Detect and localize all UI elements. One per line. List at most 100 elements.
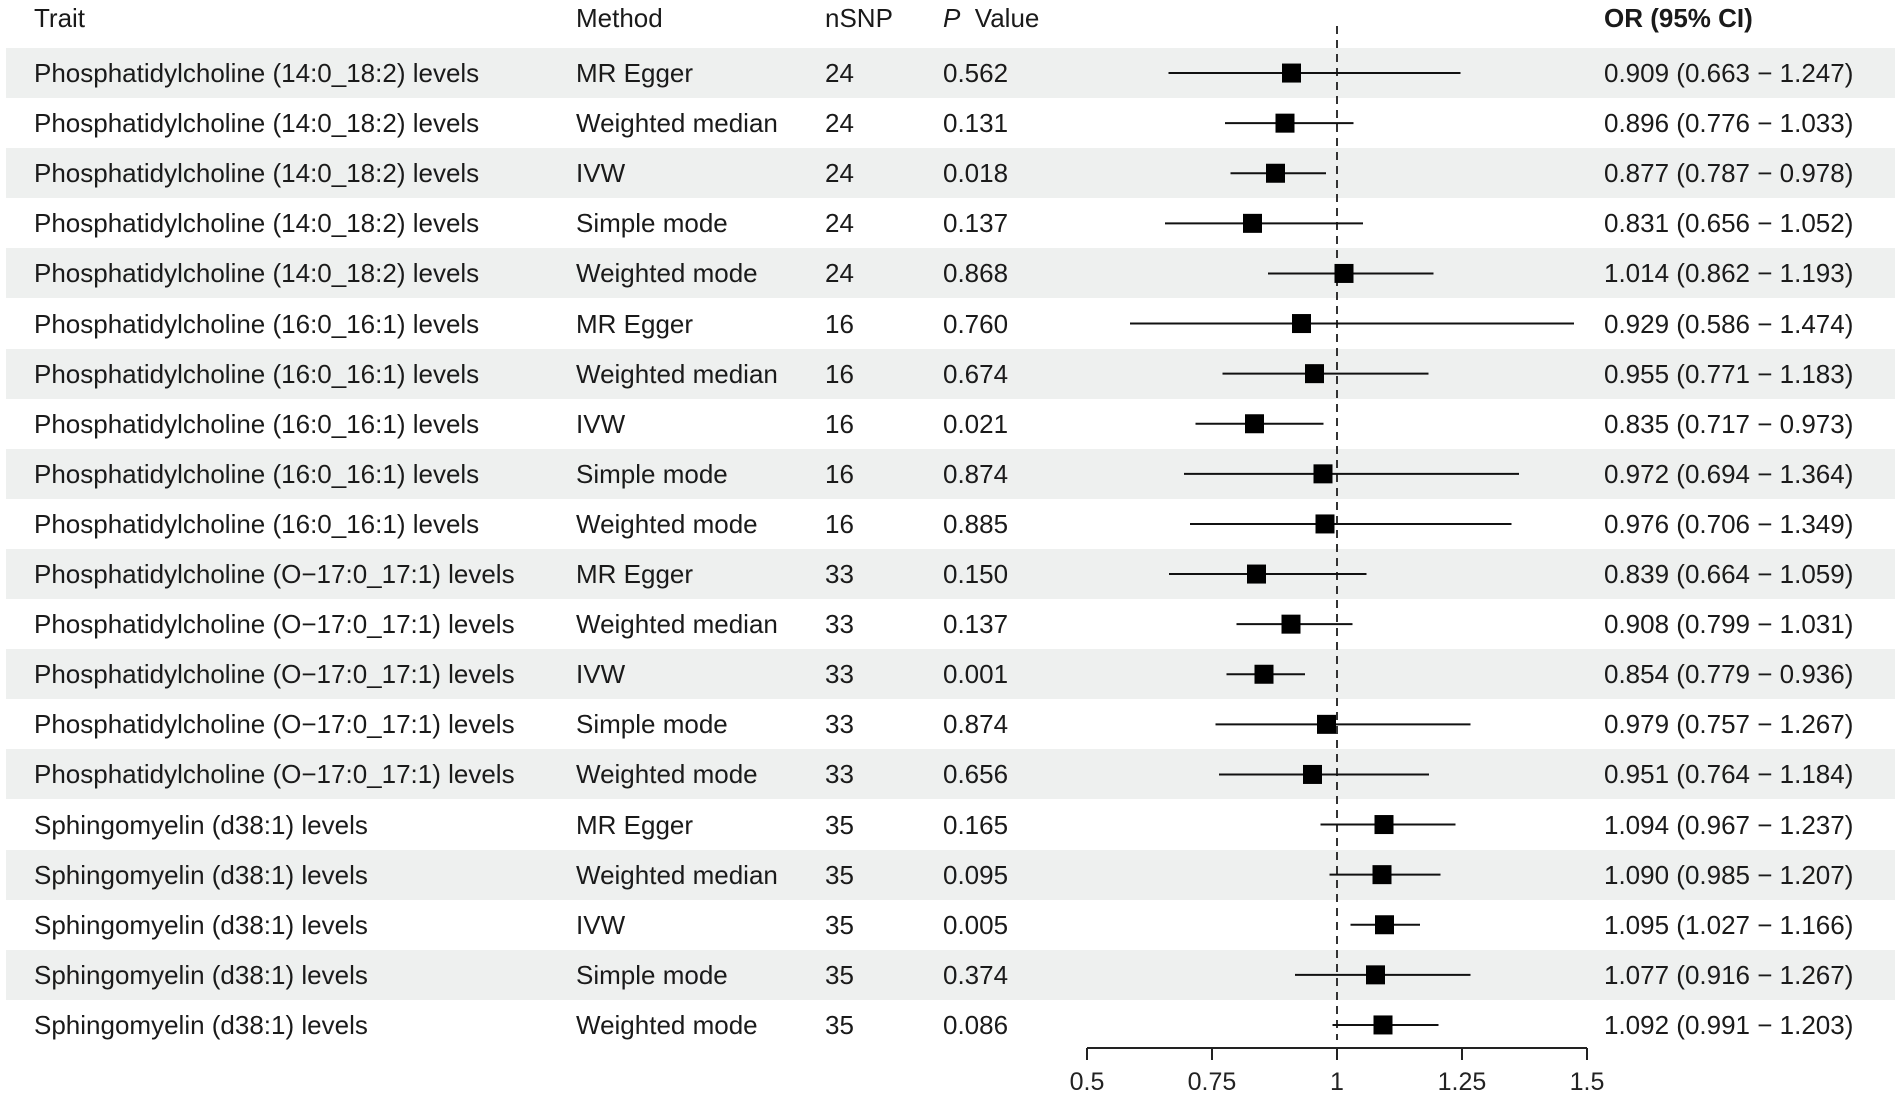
- method-cell: Simple mode: [576, 458, 728, 489]
- table-row: Phosphatidylcholine (O−17:0_17:1) levels…: [6, 599, 1895, 649]
- trait-cell: Phosphatidylcholine (16:0_16:1) levels: [34, 458, 480, 489]
- trait-cell: Phosphatidylcholine (16:0_16:1) levels: [34, 408, 480, 439]
- or-ci-cell: 1.094 (0.967 − 1.237): [1604, 809, 1854, 840]
- nsnp-cell: 24: [825, 208, 854, 239]
- trait-cell: Sphingomyelin (d38:1) levels: [34, 859, 368, 890]
- trait-cell: Sphingomyelin (d38:1) levels: [34, 959, 368, 990]
- p-value-cell: 0.374: [943, 959, 1009, 990]
- or-ci-cell: 0.979 (0.757 − 1.267): [1604, 709, 1854, 740]
- or-ci-cell: 0.877 (0.787 − 0.978): [1604, 158, 1854, 189]
- table-row: Sphingomyelin (d38:1) levels MR Egger 35 0.…: [6, 800, 1895, 850]
- or-ci-cell: 0.854 (0.779 − 0.936): [1604, 659, 1854, 690]
- or-ci-cell: 0.929 (0.586 − 1.474): [1604, 308, 1854, 339]
- nsnp-cell: 33: [825, 609, 854, 640]
- table-row: Phosphatidylcholine (16:0_16:1) levels IV…: [6, 399, 1895, 449]
- p-value-cell: 0.885: [943, 508, 1009, 539]
- or-ci-cell: 0.951 (0.764 − 1.184): [1604, 759, 1854, 790]
- trait-cell: Sphingomyelin (d38:1) levels: [34, 1009, 368, 1040]
- or-ci-cell: 1.092 (0.991 − 1.203): [1604, 1009, 1854, 1040]
- method-cell: Weighted median: [576, 108, 778, 139]
- table-row: Phosphatidylcholine (O−17:0_17:1) levels…: [6, 549, 1895, 599]
- table-row: Sphingomyelin (d38:1) levels Weighted med…: [6, 849, 1895, 900]
- nsnp-cell: 24: [825, 58, 854, 88]
- table-row: Phosphatidylcholine (16:0_16:1) levels MR…: [6, 299, 1895, 349]
- p-value-cell: 0.001: [943, 659, 1009, 690]
- nsnp-cell: 24: [825, 158, 854, 189]
- nsnp-cell: 16: [825, 408, 854, 439]
- p-value-cell: 0.760: [943, 308, 1009, 339]
- x-tick-label: 1.5: [1570, 1068, 1605, 1096]
- p-value-cell: 0.656: [943, 759, 1009, 790]
- nsnp-cell: 33: [825, 659, 854, 690]
- nsnp-cell: 24: [825, 108, 854, 139]
- method-cell: MR Egger: [576, 809, 694, 840]
- table-row: Phosphatidylcholine (14:0_18:2) levels Si…: [6, 198, 1895, 248]
- trait-cell: Phosphatidylcholine (O−17:0_17:1) levels: [34, 559, 515, 589]
- method-cell: IVW: [576, 909, 626, 940]
- header-p-value: P Value: [943, 0, 1039, 36]
- method-cell: Weighted mode: [576, 759, 758, 790]
- method-cell: MR Egger: [576, 308, 694, 339]
- header-or-ci: OR (95% CI): [1604, 3, 1753, 33]
- trait-cell: Phosphatidylcholine (O−17:0_17:1) levels: [34, 659, 515, 690]
- trait-cell: Phosphatidylcholine (14:0_18:2) levels: [34, 58, 480, 88]
- or-ci-cell: 0.896 (0.776 − 1.033): [1604, 108, 1854, 139]
- nsnp-cell: 33: [825, 759, 854, 790]
- or-ci-cell: 0.835 (0.717 − 0.973): [1604, 408, 1854, 439]
- trait-cell: Phosphatidylcholine (14:0_18:2) levels: [34, 108, 480, 139]
- nsnp-cell: 35: [825, 909, 854, 940]
- trait-cell: Sphingomyelin (d38:1) levels: [34, 809, 368, 840]
- table-row: Phosphatidylcholine (14:0_18:2) levels We…: [6, 98, 1895, 148]
- trait-cell: Phosphatidylcholine (O−17:0_17:1) levels: [34, 759, 515, 790]
- nsnp-cell: 35: [825, 959, 854, 990]
- table-row: Phosphatidylcholine (14:0_18:2) levels We…: [6, 248, 1895, 299]
- method-cell: IVW: [576, 408, 626, 439]
- p-value-cell: 0.086: [943, 1009, 1009, 1040]
- p-value-cell: 0.131: [943, 108, 1009, 139]
- header-method: Method: [576, 3, 663, 33]
- nsnp-cell: 16: [825, 458, 854, 489]
- x-tick-label: 0.5: [1070, 1068, 1105, 1096]
- table-row: Phosphatidylcholine (O−17:0_17:1) levels…: [6, 749, 1895, 800]
- method-cell: Simple mode: [576, 709, 728, 740]
- nsnp-cell: 35: [825, 1009, 854, 1040]
- x-tick-label: 1.25: [1438, 1068, 1487, 1096]
- method-cell: Weighted mode: [576, 508, 758, 539]
- p-value-cell: 0.137: [943, 208, 1009, 239]
- header-nsnp: nSNP: [825, 3, 893, 33]
- nsnp-cell: 16: [825, 358, 854, 389]
- header-value-word: Value: [974, 3, 1040, 33]
- header-trait: Trait: [34, 3, 86, 33]
- method-cell: Simple mode: [576, 208, 728, 239]
- table-row: Phosphatidylcholine (O−17:0_17:1) levels…: [6, 699, 1895, 749]
- table-row: Phosphatidylcholine (O−17:0_17:1) levels…: [6, 649, 1895, 700]
- trait-cell: Phosphatidylcholine (16:0_16:1) levels: [34, 358, 480, 389]
- method-cell: Weighted mode: [576, 1009, 758, 1040]
- trait-cell: Sphingomyelin (d38:1) levels: [34, 909, 368, 940]
- p-value-cell: 0.021: [943, 408, 1009, 439]
- or-ci-cell: 0.839 (0.664 − 1.059): [1604, 559, 1854, 589]
- trait-cell: Phosphatidylcholine (14:0_18:2) levels: [34, 158, 480, 189]
- or-ci-cell: 1.090 (0.985 − 1.207): [1604, 859, 1854, 890]
- or-ci-cell: 0.976 (0.706 − 1.349): [1604, 508, 1854, 539]
- nsnp-cell: 24: [825, 258, 854, 289]
- trait-cell: Phosphatidylcholine (16:0_16:1) levels: [34, 308, 480, 339]
- p-value-cell: 0.874: [943, 709, 1009, 740]
- method-cell: Simple mode: [576, 959, 728, 990]
- p-value-cell: 0.674: [943, 358, 1009, 389]
- nsnp-cell: 16: [825, 308, 854, 339]
- or-ci-cell: 1.014 (0.862 − 1.193): [1604, 258, 1854, 289]
- trait-cell: Phosphatidylcholine (14:0_18:2) levels: [34, 258, 480, 289]
- or-ci-cell: 0.909 (0.663 − 1.247): [1604, 58, 1854, 88]
- p-value-cell: 0.018: [943, 158, 1009, 189]
- method-cell: Weighted median: [576, 358, 778, 389]
- table-row: Phosphatidylcholine (16:0_16:1) levels We…: [6, 499, 1895, 549]
- p-value-cell: 0.137: [943, 609, 1009, 640]
- table-row: Phosphatidylcholine (14:0_18:2) levels MR…: [6, 48, 1895, 98]
- or-ci-cell: 0.955 (0.771 − 1.183): [1604, 358, 1854, 389]
- method-cell: IVW: [576, 659, 626, 690]
- p-value-cell: 0.868: [943, 258, 1009, 289]
- or-ci-cell: 0.972 (0.694 − 1.364): [1604, 458, 1854, 489]
- table-row: Sphingomyelin (d38:1) levels Weighted mod…: [6, 1000, 1895, 1050]
